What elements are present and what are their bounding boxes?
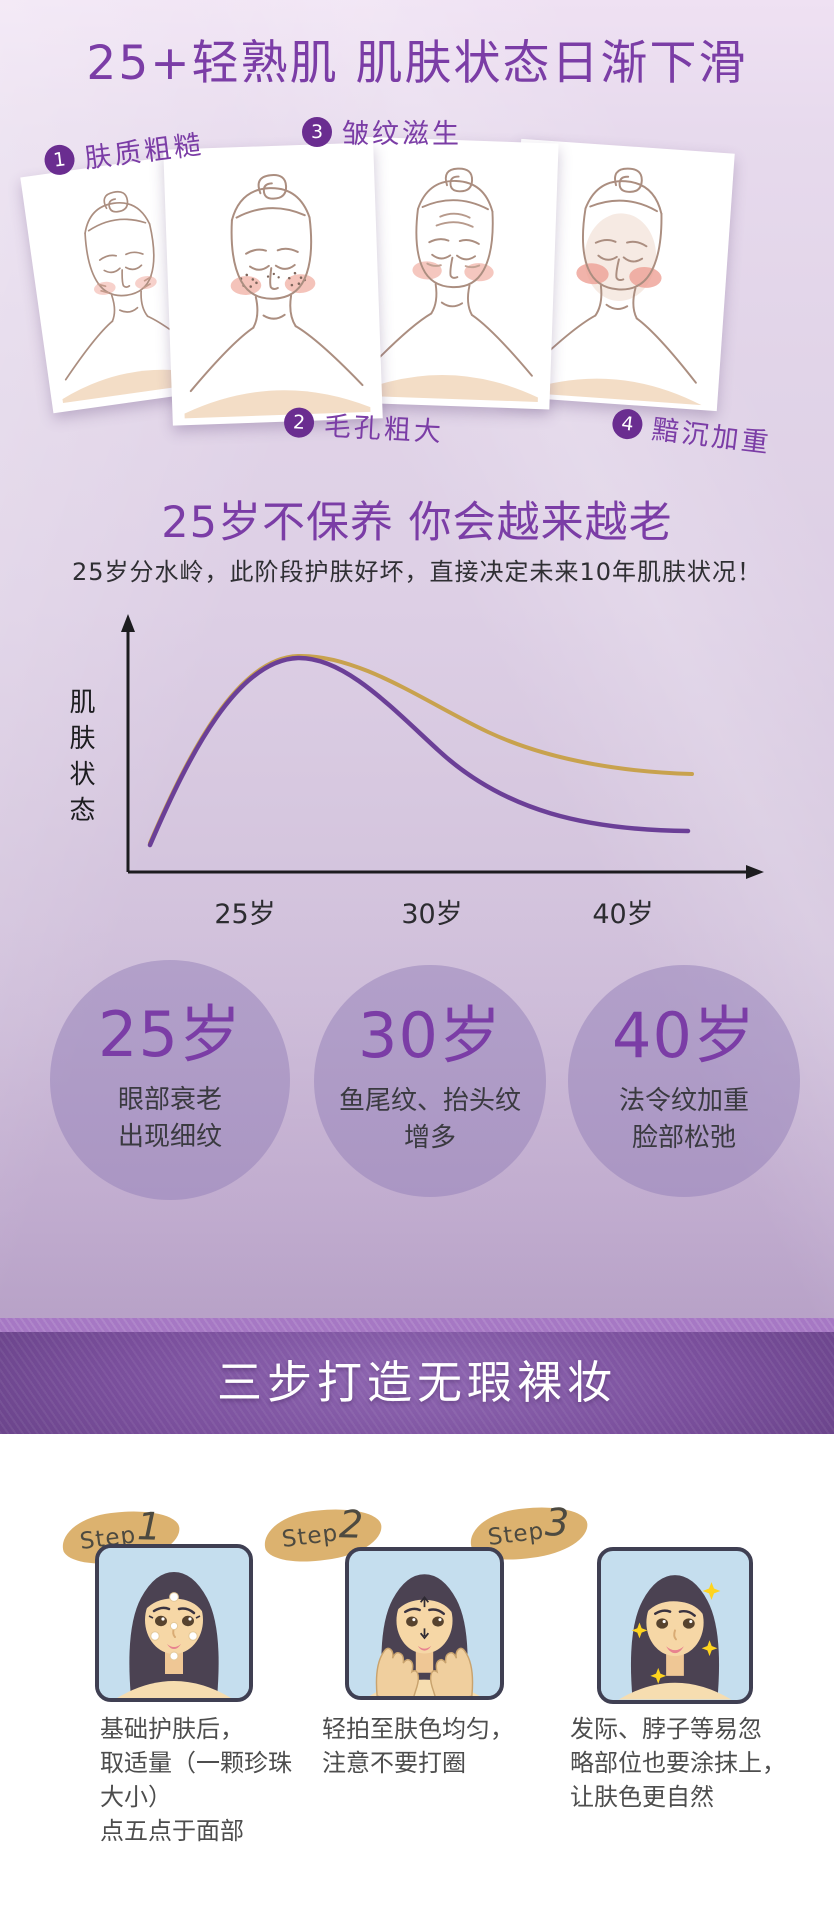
stage-desc-30: 鱼尾纹、抬头纹 增多 (338, 1086, 521, 1153)
stage-desc-25: 眼部衰老 出现细纹 (117, 1085, 222, 1152)
step-3-caption: 发际、脖子等易忽 略部位也要涂抹上， 让肤色更自然 (570, 1715, 786, 1811)
y-axis-arrow-icon (121, 614, 135, 632)
age-stage-circle-25: 25岁 眼部衰老 出现细纹 (50, 960, 290, 1200)
step-3-number: 3 (544, 1500, 570, 1545)
step-1-caption: 基础护肤后， 取适量（一颗珍珠 大小） 点五点于面部 (100, 1715, 292, 1845)
number-badge-3-icon: 3 (302, 116, 332, 147)
x-tick-30: 30岁 (401, 899, 463, 930)
step-1-illustration (99, 1548, 249, 1698)
problem-label-2: 2 毛孔粗大 (283, 402, 445, 449)
x-tick-25: 25岁 (214, 899, 276, 930)
page-title: 25+轻熟肌 肌肤状态日渐下滑 (86, 36, 748, 91)
step-2-number: 2 (338, 1502, 364, 1547)
step-2-illustration (352, 1551, 497, 1696)
aging-title: 25岁不保养 你会越来越老 (161, 498, 673, 548)
number-badge-4-icon: 4 (610, 406, 645, 441)
stage-desc-40: 法令纹加重 脸部松弛 (618, 1086, 749, 1153)
patting-direction-arrows-icon (419, 1596, 430, 1640)
problem-label-3: 3 皱纹滋生 (302, 112, 462, 151)
step-3-illustration-box (597, 1547, 753, 1704)
problem-label-3-text: 皱纹滋生 (342, 119, 462, 150)
step-2-word: Step (280, 1520, 340, 1553)
step-1-number: 1 (136, 1504, 162, 1549)
face-illustration-large-pores (184, 174, 371, 419)
number-badge-2-icon: 2 (283, 406, 315, 438)
y-axis-label: 肌肤状态 (65, 688, 95, 832)
step-2-illustration-box (345, 1547, 504, 1700)
gold-curve-maintained (148, 653, 694, 845)
step-3-word: Step (486, 1518, 546, 1551)
age-stage-circle-30: 30岁 鱼尾纹、抬头纹 增多 (314, 965, 546, 1197)
face-illustration-wrinkles (359, 167, 538, 402)
x-tick-40: 40岁 (592, 899, 654, 930)
age-stage-circle-40: 40岁 法令纹加重 脸部松弛 (568, 965, 800, 1197)
chart-canvas (121, 614, 764, 879)
stage-age-25: 25岁 (98, 998, 242, 1071)
step-1-illustration-box (95, 1544, 253, 1702)
step-3-illustration (601, 1551, 749, 1700)
face-card-large-pores (163, 142, 383, 426)
problem-label-4: 4 黯沉加重 (610, 402, 774, 460)
number-badge-1-icon: 1 (42, 142, 77, 177)
problem-label-4-text: 黯沉加重 (650, 414, 773, 460)
stage-age-40: 40岁 (612, 999, 756, 1072)
steps-banner-title: 三步打造无瑕裸妆 (216, 1356, 617, 1409)
sparkle-icons (631, 1582, 721, 1684)
step-2-caption: 轻拍至肤色均匀， 注意不要打圈 (322, 1715, 514, 1777)
skin-decline-section: 25+轻熟肌 肌肤状态日渐下滑 1 肤质粗糙 3 皱纹滋生 2 毛孔粗大 4 黯… (0, 0, 834, 1318)
five-dot-foundation-icons (150, 1592, 198, 1661)
stage-age-30: 30岁 (358, 999, 502, 1072)
purple-curve-unmaintained (147, 655, 691, 848)
steps-banner: 三步打造无瑕裸妆 (0, 1332, 834, 1434)
aging-subtitle: 25岁分水岭，此阶段护肤好坏，直接决定未来10年肌肤状况！ (71, 558, 763, 586)
x-axis-arrow-icon (746, 865, 764, 879)
skin-condition-chart: 肌肤状态 25岁 30岁 40岁 (0, 600, 834, 930)
banner-top-strip (0, 1318, 834, 1332)
patting-hands (375, 1647, 474, 1696)
face-card-wrinkles (347, 136, 559, 410)
problem-label-2-text: 毛孔粗大 (323, 410, 445, 449)
